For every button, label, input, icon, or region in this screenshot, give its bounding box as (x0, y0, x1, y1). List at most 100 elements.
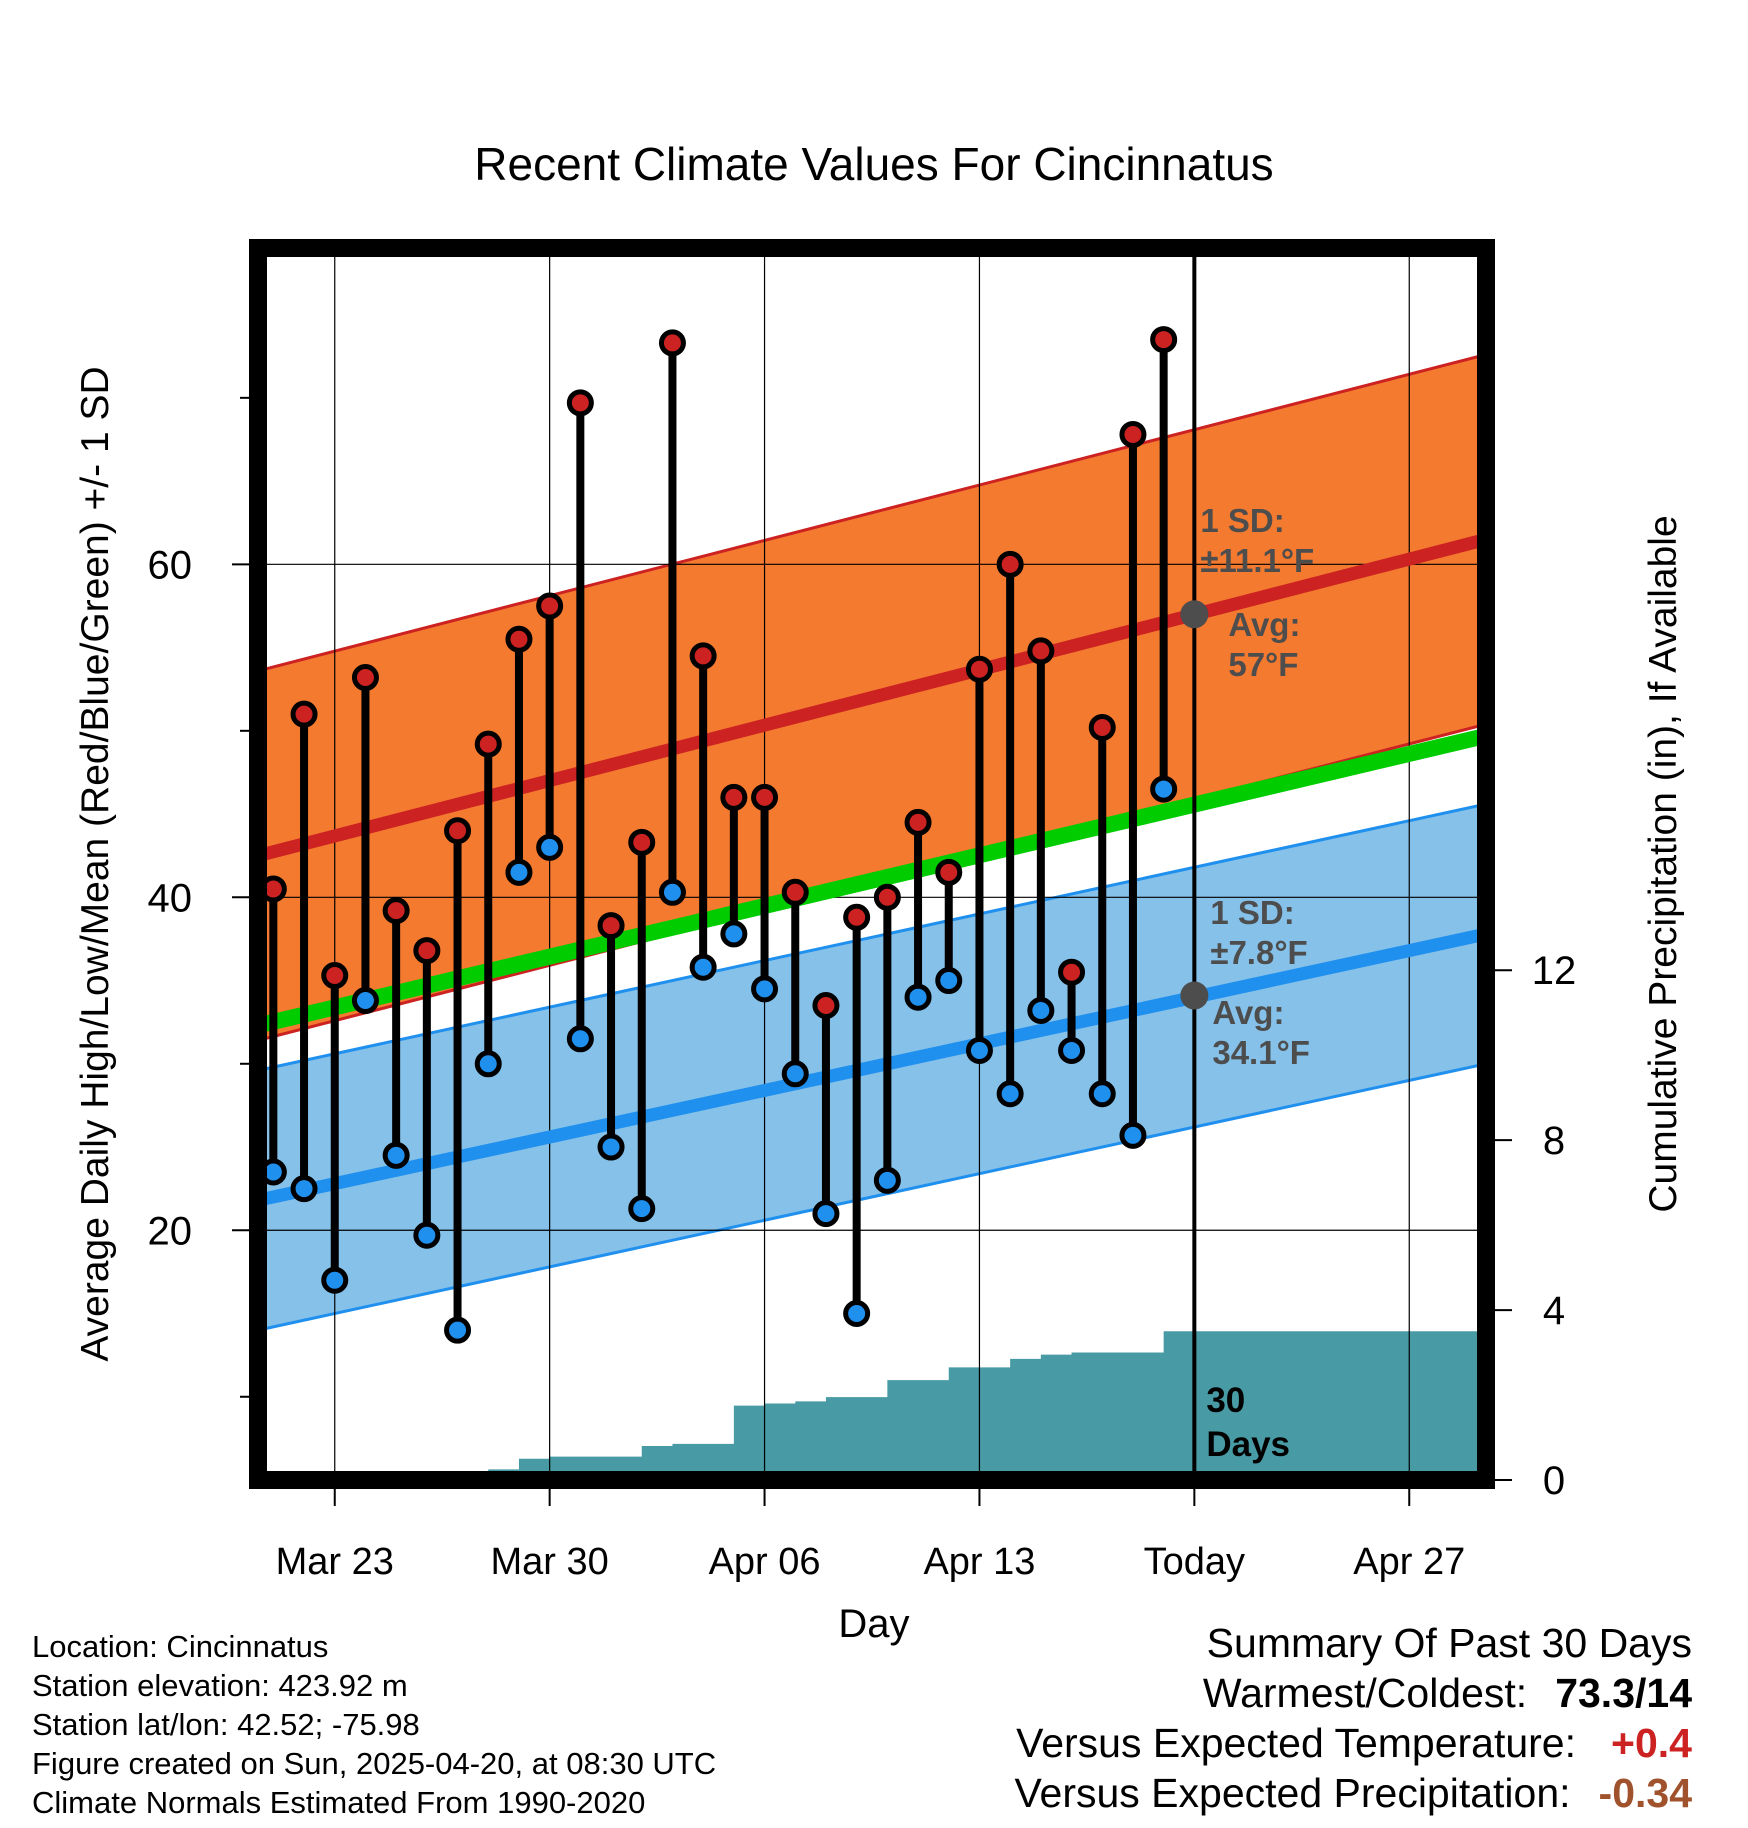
daily-low-point-11 (597, 1133, 625, 1161)
daily-low-point-9 (536, 833, 564, 861)
high-sd-label: 1 SD: (1200, 502, 1284, 539)
daily-high-point-16 (751, 783, 779, 811)
daily-low-point-6 (444, 1316, 472, 1344)
daily-high-point-5 (413, 937, 441, 965)
daily-high-point-6 (444, 817, 472, 845)
precipitation-area (457, 1331, 1486, 1480)
daily-low-point-26 (1058, 1036, 1086, 1064)
daily-high-point-3 (351, 664, 379, 692)
daily-high-point-17 (781, 878, 809, 906)
days-count-number: 30 (1206, 1381, 1245, 1420)
precip-value: -0.34 (1598, 1770, 1692, 1816)
created-text: Figure created on Sun, 2025-04-20, at 08… (32, 1746, 717, 1781)
daily-high-point-26 (1058, 958, 1086, 986)
daily-high-point-12 (628, 828, 656, 856)
x-tick-label-4: Today (1144, 1541, 1245, 1583)
daily-low-point-8 (505, 858, 533, 886)
x-tick-label-0: Mar 23 (276, 1541, 394, 1583)
daily-low-point-2 (321, 1266, 349, 1294)
daily-high-point-10 (566, 389, 594, 417)
normal-lines (258, 533, 1486, 1207)
daily-low-point-3 (351, 987, 379, 1015)
axes: Mar 23 Mar 30 Apr 06 Apr 13 Today Apr 2720406… (148, 396, 1577, 1583)
daily-high-point-24 (996, 550, 1024, 578)
daily-low-point-19 (843, 1300, 871, 1328)
daily-low-point-25 (1027, 997, 1055, 1025)
daily-high-point-19 (843, 903, 871, 931)
daily-low-point-1 (290, 1175, 318, 1203)
daily-low-point-20 (873, 1166, 901, 1194)
plot-frame (249, 239, 1495, 1489)
y-tick-label-0: 20 (148, 1209, 193, 1253)
daily-high-point-11 (597, 912, 625, 940)
daily-high-point-21 (904, 808, 932, 836)
high-avg-marker (1180, 600, 1209, 629)
daily-high-point-14 (689, 642, 717, 670)
low-sd-label: 1 SD: (1210, 894, 1294, 931)
precip-area (457, 1331, 1486, 1480)
temp-value: +0.4 (1611, 1720, 1692, 1766)
low-sd-value: ±7.8°F (1210, 934, 1307, 971)
latlon-text: Station lat/lon: 42.52; -75.98 (32, 1707, 420, 1742)
temp-label: Versus Expected Temperature: (1016, 1720, 1576, 1766)
daily-low-point-21 (904, 983, 932, 1011)
daily-high-point-27 (1088, 713, 1116, 741)
chart-title: Recent Climate Values For Cincinnatus (474, 138, 1273, 190)
daily-high-point-25 (1027, 637, 1055, 665)
days-count-word: Days (1206, 1425, 1290, 1464)
normal-low-line (258, 927, 1486, 1207)
warm-cold-value: 73.3/14 (1555, 1670, 1692, 1716)
normal-mean-line (258, 728, 1486, 1034)
y2-tick-label-2: 8 (1543, 1119, 1565, 1163)
elevation-text: Station elevation: 423.92 m (32, 1668, 408, 1703)
y2-tick-label-1: 4 (1543, 1289, 1565, 1333)
daily-low-point-12 (628, 1195, 656, 1223)
warm-cold-label: Warmest/Coldest: (1202, 1670, 1528, 1716)
daily-low-point-16 (751, 975, 779, 1003)
y2-axis-label: Cumulative Precipitation (in), If Availa… (1642, 515, 1685, 1212)
daily-high-point-13 (658, 329, 686, 357)
daily-low-point-7 (474, 1050, 502, 1078)
daily-high-point-22 (935, 858, 963, 886)
y2-tick-label-3: 12 (1532, 949, 1577, 993)
daily-low-point-29 (1150, 775, 1178, 803)
high-sd-value: ±11.1°F (1200, 542, 1314, 579)
daily-high-point-9 (536, 592, 564, 620)
daily-low-point-14 (689, 953, 717, 981)
daily-low-point-28 (1119, 1121, 1147, 1149)
daily-low-point-18 (812, 1200, 840, 1228)
normal-bands (258, 353, 1486, 1332)
y2-tick-label-0: 0 (1543, 1459, 1565, 1503)
daily-high-point-18 (812, 992, 840, 1020)
y-axis-label: Average Daily High/Low/Mean (Red/Blue/Gr… (74, 366, 117, 1361)
location-text: Location: Cincinnatus (32, 1629, 329, 1664)
daily-low-point-22 (935, 967, 963, 995)
low-avg-value: 34.1°F (1212, 1034, 1310, 1071)
daily-high-point-20 (873, 883, 901, 911)
daily-low-point-15 (720, 920, 748, 948)
daily-high-point-7 (474, 730, 502, 758)
x-tick-label-1: Mar 30 (491, 1541, 609, 1583)
low-avg-label: Avg: (1212, 994, 1284, 1031)
summary-panel: Summary Of Past 30 Days Warmest/Coldest:… (792, 1620, 1692, 1820)
daily-low-point-23 (965, 1036, 993, 1064)
daily-high-point-23 (965, 655, 993, 683)
daily-low-point-27 (1088, 1080, 1116, 1108)
daily-high-point-29 (1150, 326, 1178, 354)
daily-high-point-28 (1119, 420, 1147, 448)
daily-high-point-4 (382, 897, 410, 925)
daily-high-point-15 (720, 783, 748, 811)
y-tick-label-1: 40 (148, 876, 193, 920)
y-tick-label-2: 60 (148, 543, 193, 587)
x-tick-label-2: Apr 06 (709, 1541, 821, 1583)
daily-low-point-4 (382, 1141, 410, 1169)
daily-low-point-13 (658, 878, 686, 906)
daily-low-point-5 (413, 1221, 441, 1249)
summary-title: Summary Of Past 30 Days (1206, 1620, 1692, 1666)
precip-label: Versus Expected Precipitation: (1014, 1770, 1571, 1816)
x-axis-label: Day (838, 1602, 909, 1646)
daily-high-point-1 (290, 700, 318, 728)
low-avg-marker (1180, 981, 1209, 1010)
